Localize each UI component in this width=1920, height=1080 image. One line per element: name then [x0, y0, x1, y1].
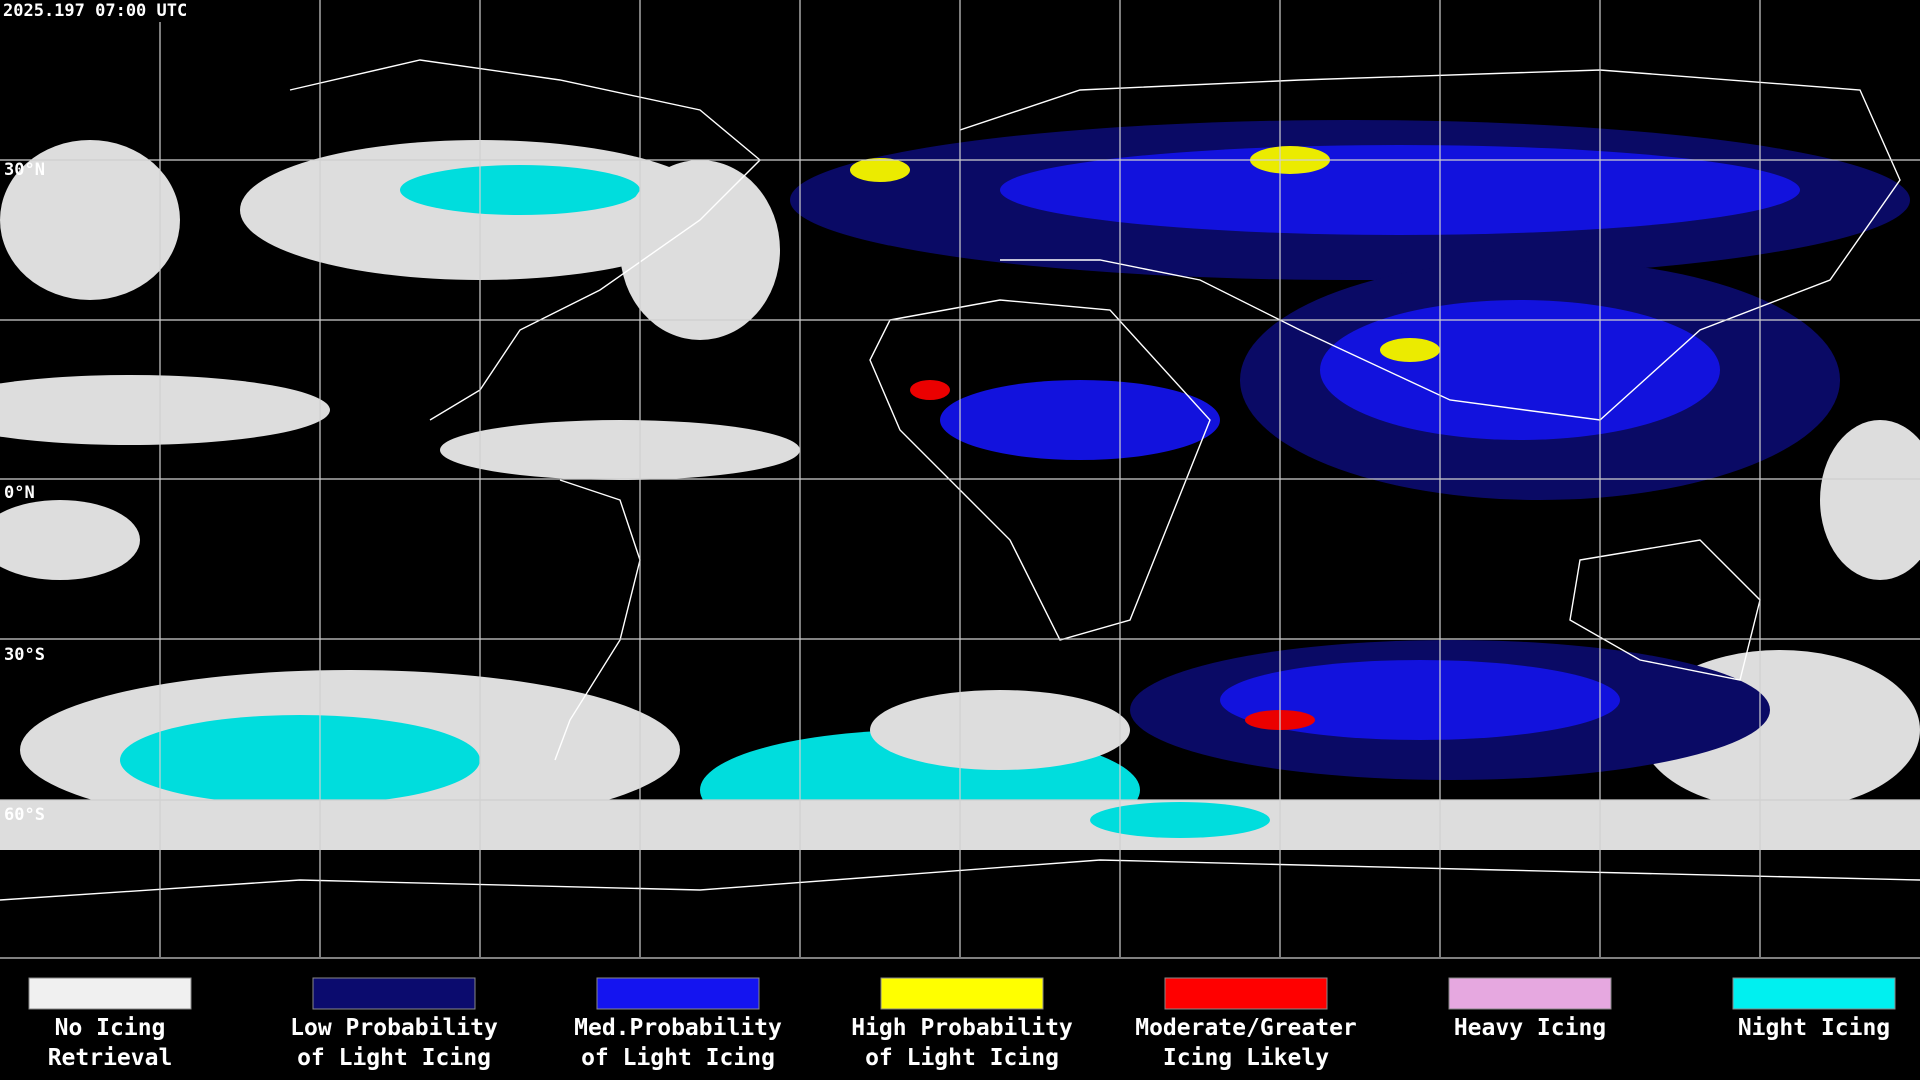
latitude-label: 60°S: [4, 805, 45, 825]
graticule: [0, 0, 1920, 957]
timestamp-bg: [0, 0, 222, 22]
legend-swatch: [1164, 977, 1328, 1010]
legend-label: Icing Likely: [1163, 1045, 1329, 1071]
legend-label: of Light Icing: [297, 1045, 491, 1071]
legend-label: of Light Icing: [581, 1045, 775, 1071]
legend-label: Retrieval: [48, 1045, 173, 1071]
legend-label: No Icing: [55, 1015, 166, 1041]
coastlines: [0, 59, 1920, 901]
legend-swatch: [880, 977, 1044, 1010]
legend-label: of Light Icing: [865, 1045, 1059, 1071]
legend-label: High Probability: [851, 1015, 1073, 1041]
legend-swatch: [312, 977, 476, 1010]
legend-swatch: [1732, 977, 1896, 1010]
timestamp: 2025.197 07:00 UTC: [3, 1, 187, 21]
latitude-label: 30°S: [4, 645, 45, 665]
latitude-label: 0°N: [4, 483, 35, 503]
legend: No Icing Retrieval Low Probability of Light…: [28, 977, 1896, 1071]
legend-swatch: [596, 977, 760, 1010]
legend-swatch: [1448, 977, 1612, 1010]
legend-label: Low Probability: [290, 1015, 498, 1041]
legend-swatch: [28, 977, 192, 1010]
legend-label: Med.Probability: [574, 1015, 782, 1041]
legend-label: Night Icing: [1738, 1015, 1890, 1041]
latitude-label: 30°N: [4, 160, 45, 180]
legend-label: Heavy Icing: [1454, 1015, 1606, 1041]
legend-label: Moderate/Greater: [1135, 1015, 1357, 1041]
latitude-labels: 30°N 0°N 30°S 60°S: [4, 160, 45, 825]
